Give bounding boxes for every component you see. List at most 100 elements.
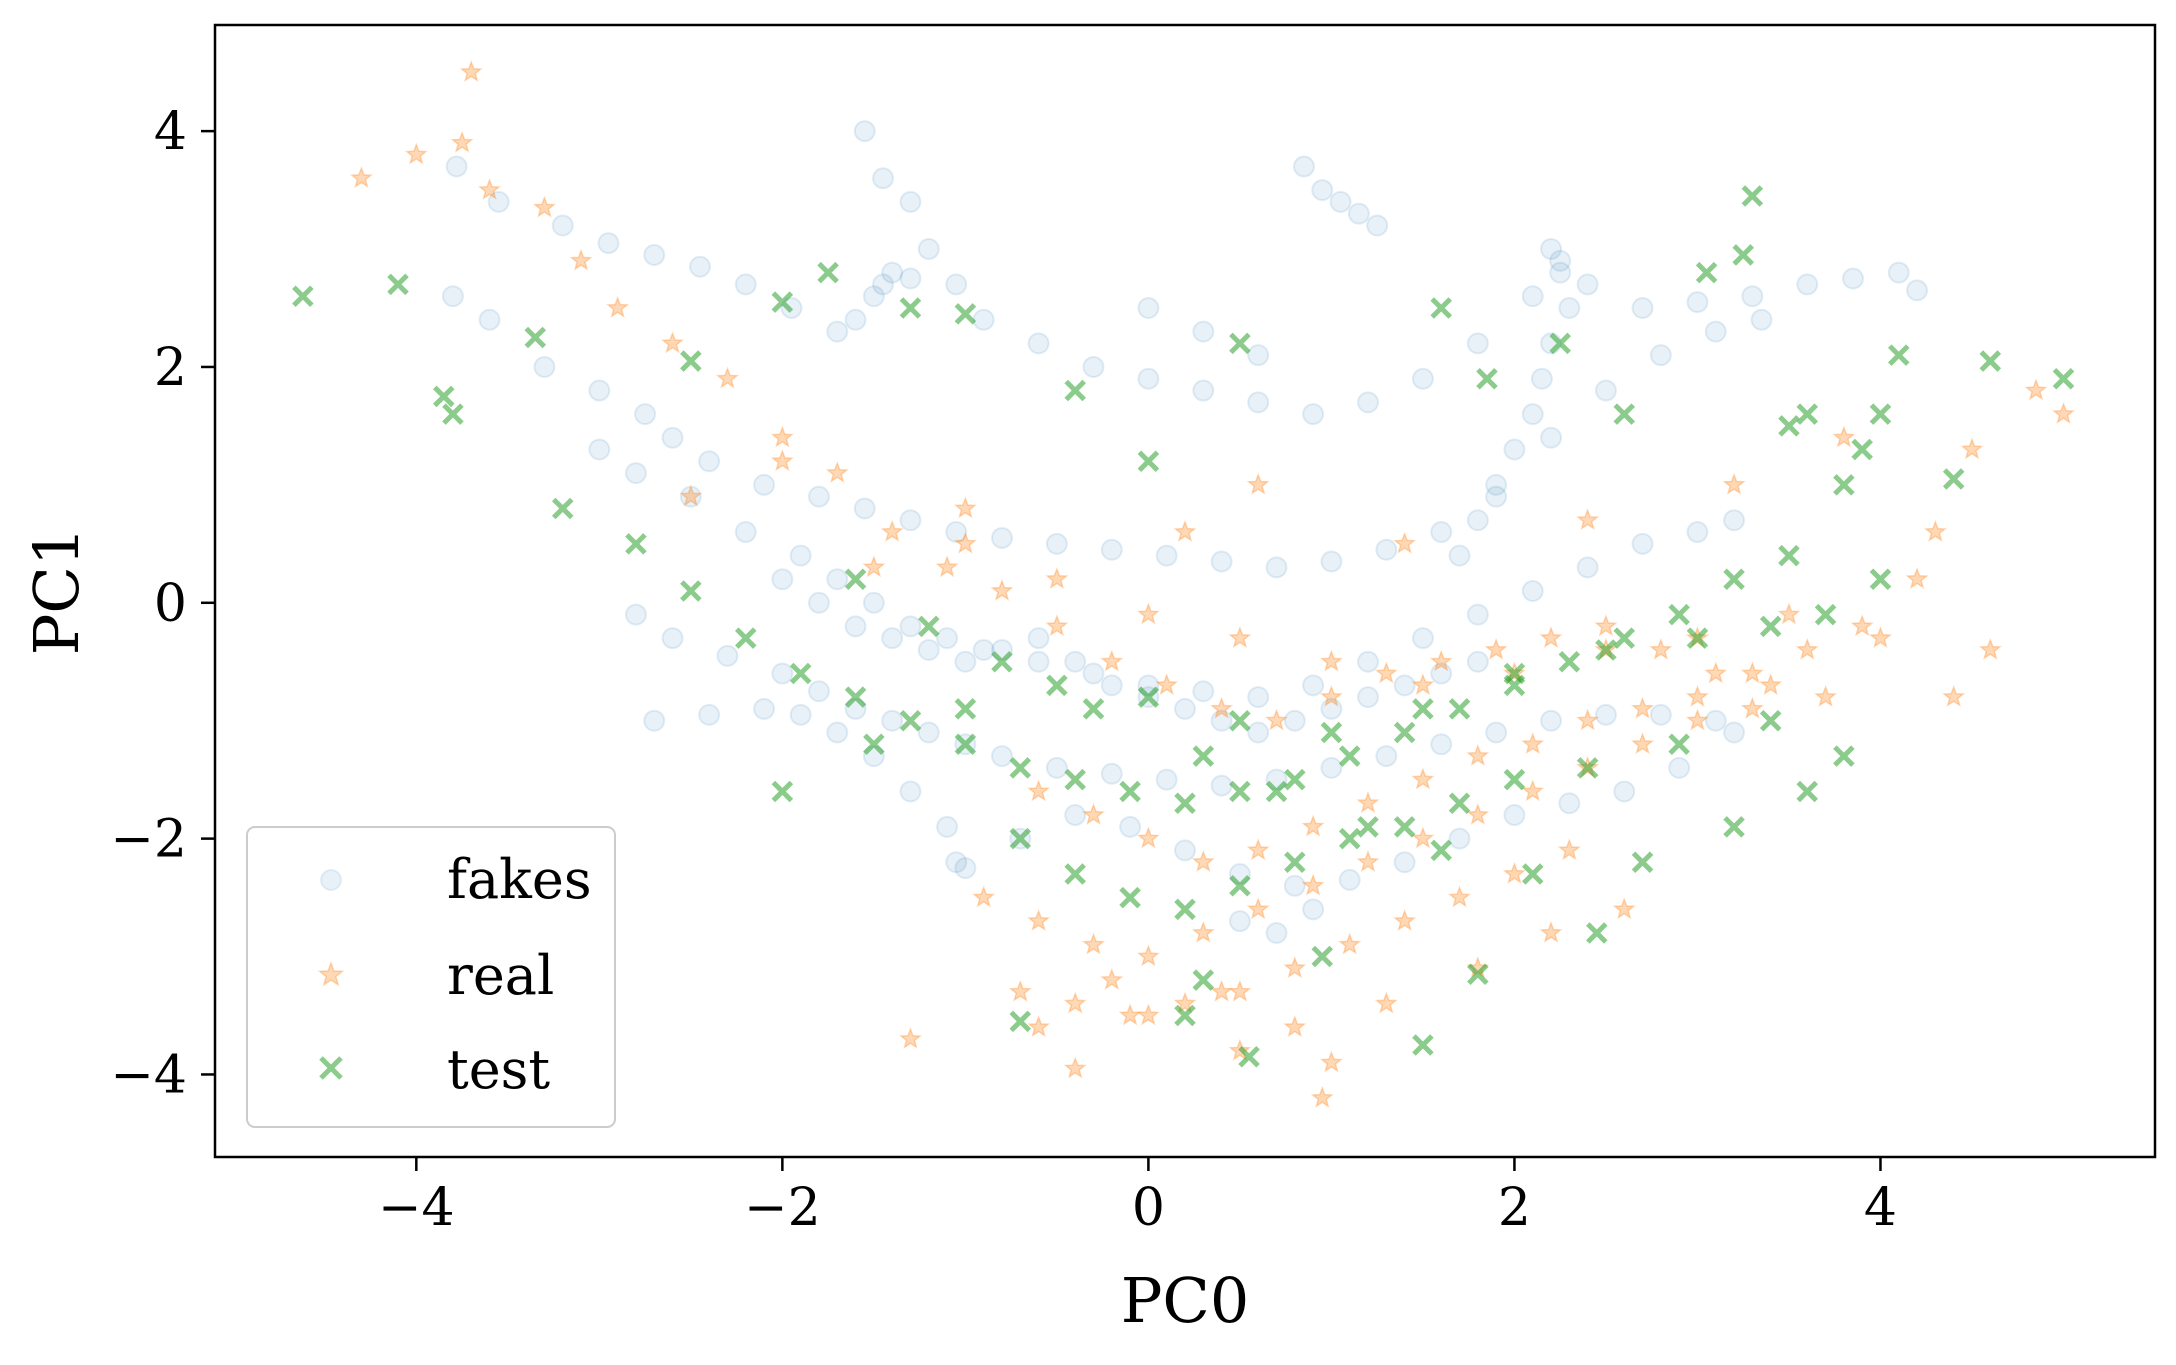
y-tick-label: −2: [110, 810, 187, 870]
point-fakes: [1302, 674, 1325, 697]
point-fakes: [588, 379, 611, 402]
point-test: [1814, 603, 1837, 626]
point-fakes: [899, 190, 922, 213]
point-fakes: [1174, 839, 1196, 862]
point-fakes: [1485, 473, 1508, 496]
point-fakes: [1329, 190, 1352, 213]
point-fakes: [1247, 686, 1270, 709]
point-test: [1695, 261, 1718, 284]
point-fakes: [1741, 285, 1764, 308]
point-fakes: [1393, 851, 1416, 874]
point-real: [532, 195, 556, 218]
point-fakes: [1155, 544, 1178, 567]
x-tick-label: −2: [744, 1178, 821, 1238]
point-fakes: [1594, 703, 1617, 726]
point-real: [1814, 684, 1838, 707]
point-real: [1210, 696, 1234, 719]
point-real: [1100, 967, 1124, 990]
point-test: [1174, 898, 1196, 921]
point-fakes: [990, 526, 1013, 549]
point-fakes: [954, 857, 977, 880]
point-fakes: [1530, 367, 1553, 390]
point-fakes: [945, 851, 968, 874]
point-fakes: [954, 650, 977, 673]
point-real: [1411, 826, 1435, 849]
point-fakes: [1302, 898, 1325, 921]
point-fakes: [1521, 403, 1544, 426]
series-test: [292, 185, 2075, 1068]
point-test: [899, 709, 922, 732]
point-fakes: [936, 627, 959, 650]
point-test: [1430, 839, 1452, 862]
point-test: [1668, 603, 1690, 626]
point-test: [1869, 568, 1892, 590]
point-test: [954, 733, 977, 756]
point-real: [1960, 437, 1984, 460]
point-test: [899, 297, 922, 319]
point-fakes: [1723, 509, 1746, 532]
point-fakes: [1723, 721, 1746, 744]
point-test: [1393, 816, 1416, 838]
point-fakes: [1347, 202, 1370, 225]
point-test: [863, 733, 885, 756]
point-fakes: [1045, 532, 1068, 555]
point-real: [459, 60, 483, 83]
point-test: [1064, 379, 1086, 402]
point-real: [1411, 673, 1435, 696]
point-fakes: [1631, 297, 1654, 319]
point-test: [1174, 792, 1196, 815]
point-fakes: [771, 662, 794, 685]
point-test: [1357, 816, 1379, 838]
point-fakes: [771, 568, 794, 591]
point-fakes: [1311, 179, 1334, 202]
point-fakes: [624, 603, 647, 626]
point-test: [1137, 686, 1160, 708]
point-fakes: [1082, 355, 1105, 378]
point-fakes: [1466, 603, 1489, 626]
point-fakes: [1649, 703, 1672, 726]
point-test: [1119, 886, 1141, 909]
point-real: [715, 366, 740, 389]
point-real: [1685, 684, 1710, 707]
point-real: [898, 1026, 923, 1049]
point-fakes: [1558, 792, 1581, 815]
point-fakes: [936, 815, 959, 838]
point-test: [1741, 185, 1764, 207]
point-test: [1851, 438, 1873, 461]
point-fakes: [1549, 261, 1572, 284]
legend-label-test: test: [447, 1038, 550, 1101]
point-fakes: [826, 320, 849, 343]
point-real: [1100, 649, 1124, 672]
point-fakes: [1192, 320, 1215, 343]
point-fakes: [807, 485, 830, 508]
point-test: [1393, 721, 1416, 744]
point-fakes: [881, 627, 904, 650]
point-test: [1595, 639, 1617, 661]
point-fakes: [1503, 804, 1526, 827]
legend-marker-fakes: [320, 869, 342, 891]
point-real: [349, 166, 373, 189]
point-fakes: [1540, 238, 1563, 261]
y-tick-label: −4: [110, 1045, 187, 1105]
point-real: [1283, 956, 1307, 979]
point-test: [1064, 768, 1086, 791]
point-test: [1586, 922, 1608, 944]
point-real: [1246, 472, 1270, 495]
point-real: [477, 177, 502, 200]
point-test: [771, 780, 794, 803]
point-test: [1009, 827, 1032, 850]
point-real: [1191, 850, 1215, 873]
point-real: [1210, 979, 1234, 1002]
point-real: [1576, 508, 1600, 530]
point-fakes: [862, 591, 885, 614]
point-fakes: [1027, 627, 1050, 650]
point-fakes: [1521, 580, 1544, 602]
point-real: [1374, 661, 1398, 684]
point-test: [1229, 780, 1251, 803]
point-test: [1778, 544, 1800, 567]
point-fakes: [1375, 538, 1398, 561]
point-real: [1411, 767, 1435, 790]
point-test: [1888, 344, 1910, 366]
point-fakes: [1466, 650, 1489, 673]
legend-label-fakes: fakes: [447, 848, 592, 911]
